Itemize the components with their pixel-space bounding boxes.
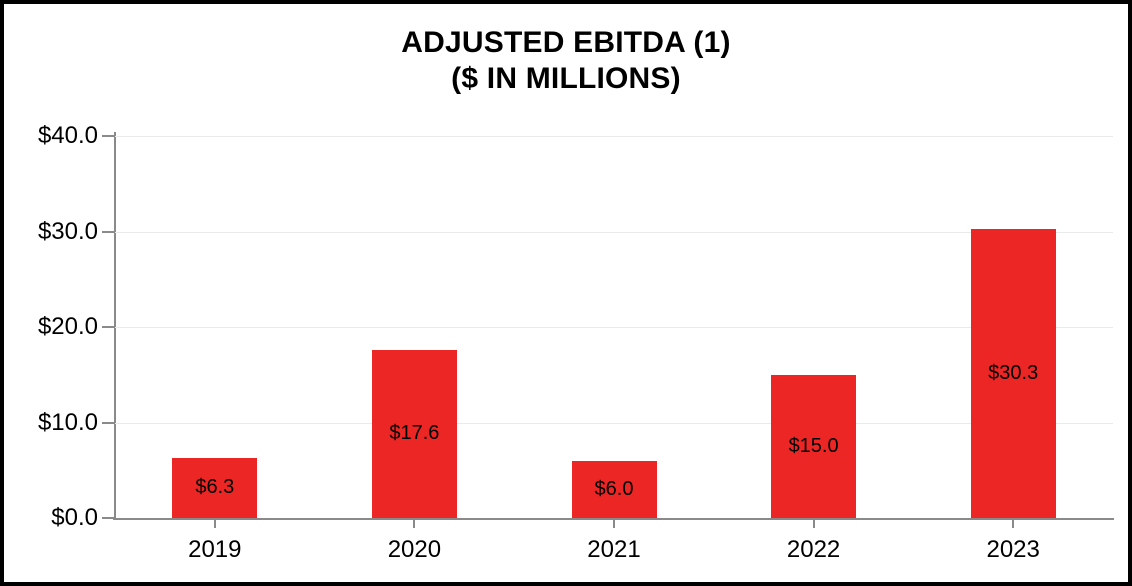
bar-value-label: $6.3 xyxy=(195,476,235,499)
gridline xyxy=(115,136,1113,137)
y-axis-tick-label: $20.0 xyxy=(37,313,98,340)
gridline xyxy=(115,231,1113,233)
x-axis-category-label: 2020 xyxy=(387,536,442,563)
y-axis-tick xyxy=(102,326,115,328)
bar: $6.3 xyxy=(172,457,258,518)
x-axis-line xyxy=(113,518,1114,520)
chart-title: ADJUSTED EBITDA (1) ($ IN MILLIONS) xyxy=(4,25,1128,97)
x-axis-category-label: 2023 xyxy=(986,536,1040,563)
y-axis-tick-label: $30.0 xyxy=(37,217,98,245)
y-axis-tick xyxy=(102,421,115,424)
x-axis-category-label: 2021 xyxy=(587,536,641,563)
plot-area: $6.3 $17.6 $6.0 $15.0 $30.3 xyxy=(115,136,1113,518)
chart-title-line-1: ADJUSTED EBITDA (1) xyxy=(401,26,731,59)
y-axis-tick-label: $0.0 xyxy=(51,504,98,531)
bar-value-label: $17.6 xyxy=(389,422,440,445)
chart-title-line-2: ($ IN MILLIONS) xyxy=(451,62,681,95)
bar-value-label: $6.0 xyxy=(594,477,634,500)
x-axis-tick xyxy=(413,520,416,528)
bar-value-label: $30.3 xyxy=(988,361,1039,384)
x-axis-tick xyxy=(613,520,615,528)
gridline xyxy=(115,422,1113,424)
y-axis-tick xyxy=(102,230,115,233)
x-axis-tick xyxy=(1012,520,1015,528)
bar-value-label: $15.0 xyxy=(788,434,839,457)
y-axis-tick xyxy=(102,135,115,137)
bar: $15.0 xyxy=(771,374,857,518)
x-axis-tick xyxy=(812,520,815,528)
y-axis-tick-label: $40.0 xyxy=(37,122,98,149)
bar: $17.6 xyxy=(371,349,457,518)
gridline xyxy=(115,327,1113,328)
x-axis-tick xyxy=(213,520,216,528)
y-axis-line xyxy=(114,132,116,520)
y-axis-tick-label: $10.0 xyxy=(37,408,98,436)
x-axis-category-label: 2022 xyxy=(786,536,841,563)
x-axis-category-label: 2019 xyxy=(188,536,242,563)
bar: $30.3 xyxy=(970,228,1056,518)
y-axis-tick xyxy=(102,517,115,519)
bar: $6.0 xyxy=(571,460,657,518)
